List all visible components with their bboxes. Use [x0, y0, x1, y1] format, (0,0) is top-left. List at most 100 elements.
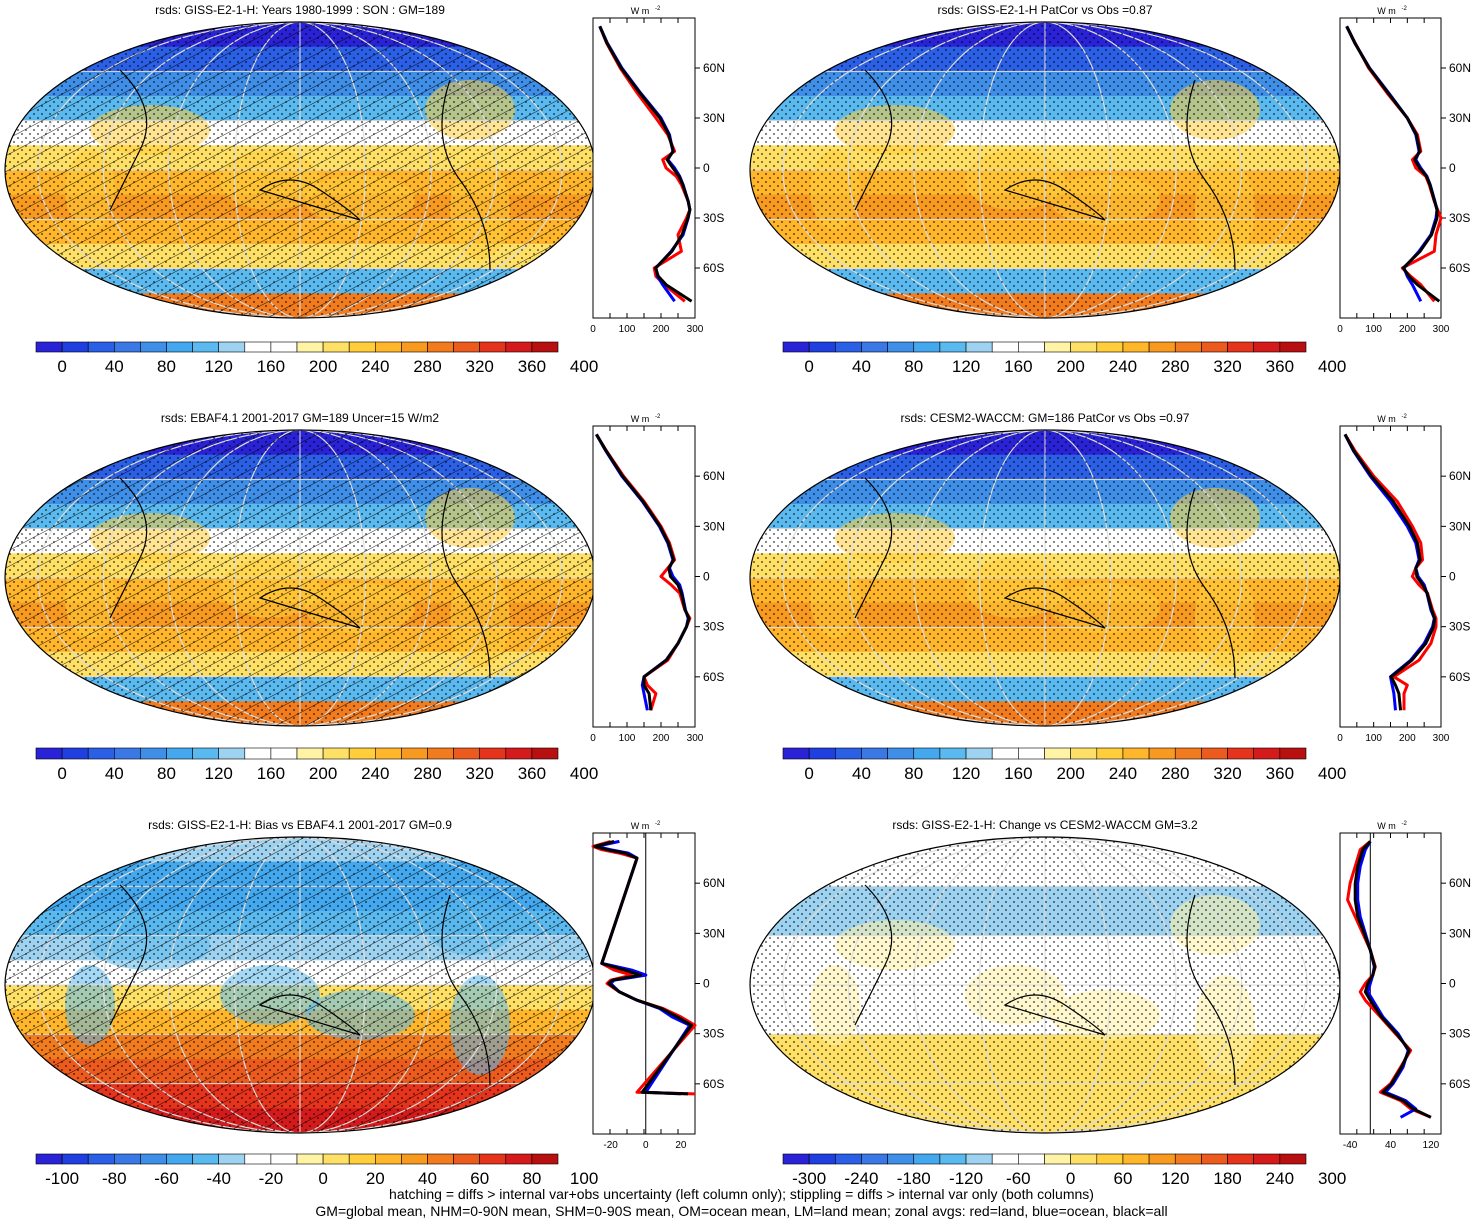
lat-tick-label: 60N	[703, 876, 725, 890]
colorbar-tick-label: 120	[952, 764, 980, 783]
hatching	[5, 837, 595, 1133]
stippling	[750, 837, 1340, 1133]
colorbar-tick-label: 60	[470, 1169, 489, 1188]
map-title: rsds: EBAF4.1 2001-2017 GM=189 Uncer=15 …	[160, 411, 440, 425]
colorbar-swatch	[834, 747, 862, 760]
map-6	[749, 836, 1341, 1134]
colorbar-swatch	[531, 1153, 559, 1165]
colorbar-swatch	[1148, 1153, 1176, 1165]
colorbar-swatch	[1279, 1153, 1307, 1165]
colorbar-swatch	[1174, 341, 1202, 353]
colorbar-swatch	[61, 747, 89, 760]
colorbar-tick-label: -60	[154, 1169, 179, 1188]
colorbar-swatch	[296, 1153, 324, 1165]
colorbar-swatch	[270, 341, 298, 353]
map-3	[4, 429, 596, 727]
colorbar-swatch	[427, 1153, 454, 1165]
colorbar-tick-label: 280	[1161, 764, 1189, 783]
colorbar-swatch	[1096, 341, 1124, 353]
colorbar-swatch	[991, 747, 1019, 760]
colorbar-swatch	[140, 341, 167, 353]
colorbar-swatch	[244, 747, 272, 760]
colorbar-swatch	[87, 747, 115, 760]
colorbar-swatch	[1279, 747, 1307, 760]
colorbar-swatch	[808, 747, 836, 760]
series-land	[1343, 433, 1438, 711]
colorbar-swatch	[114, 1153, 141, 1165]
colorbar-swatch	[166, 341, 193, 353]
colorbar-swatch	[166, 747, 193, 760]
colorbar-6: -300 -240 -180 -120 -60 0 60 120 180 240 300	[782, 1153, 1346, 1188]
colorbar-swatch	[322, 341, 350, 353]
colorbar-swatch	[348, 1153, 376, 1165]
profile-unit-exponent: -2	[1402, 414, 1408, 420]
colorbar-swatch	[270, 747, 298, 760]
coastline	[109, 69, 491, 271]
colorbar-swatch	[35, 747, 63, 760]
profile-unit-label: W m	[631, 821, 650, 831]
stippling	[750, 430, 1340, 726]
colorbar-swatch	[1279, 341, 1307, 353]
lat-tick-label: 60N	[703, 469, 725, 483]
colorbar-swatch	[1201, 747, 1228, 760]
lat-tick-label: 0	[1449, 161, 1456, 175]
colorbar-swatch	[401, 1153, 428, 1165]
colorbar-tick-label: 320	[1213, 764, 1241, 783]
colorbar-swatch	[1148, 341, 1176, 353]
profile-unit-exponent: -2	[655, 414, 661, 420]
x-tick-label: 0	[1337, 733, 1343, 744]
colorbar-tick-label: 120	[205, 357, 233, 376]
x-tick-label: 0	[590, 324, 596, 335]
colorbar-3: 0 40 80 120 160 200 240 280 320 360 400	[35, 747, 598, 783]
x-tick-label: 100	[1365, 733, 1382, 744]
profile-unit-exponent: -2	[655, 821, 661, 827]
colorbar-tick-label: 160	[1004, 764, 1032, 783]
colorbar-tick-label: 40	[105, 357, 124, 376]
footer: hatching = diffs > internal var+obs unce…	[0, 1186, 1483, 1220]
colorbar-swatch	[939, 341, 967, 353]
colorbar-tick-label: 80	[904, 357, 923, 376]
lat-tick-label: 30N	[1449, 111, 1471, 125]
x-tick-label: 300	[1433, 733, 1450, 744]
colorbar-tick-label: 200	[1056, 764, 1084, 783]
profile-unit-label: W m	[1377, 414, 1396, 424]
lat-tick-label: 30S	[1449, 620, 1470, 634]
profile-unit-exponent: -2	[1402, 821, 1408, 827]
colorbar-swatch	[861, 1153, 888, 1165]
colorbar-swatch	[965, 747, 993, 760]
colorbar-tick-label: 0	[804, 764, 813, 783]
profile-unit-label: W m	[1377, 821, 1396, 831]
map-2	[749, 21, 1341, 319]
coastline	[854, 477, 1236, 679]
lat-tick-label: 30N	[703, 926, 725, 940]
colorbar-swatch	[453, 747, 481, 760]
colorbar-tick-label: 360	[1266, 764, 1294, 783]
coastline	[854, 884, 1236, 1086]
x-tick-label: 200	[1399, 324, 1416, 335]
colorbar-swatch	[939, 747, 967, 760]
x-tick-label: 100	[619, 733, 636, 744]
colorbar-swatch	[913, 747, 941, 760]
series-all	[593, 839, 693, 1096]
coastline	[109, 477, 491, 679]
x-tick-label: 0	[643, 1140, 649, 1151]
colorbar-tick-label: 400	[570, 764, 598, 783]
colorbar-tick-label: 20	[366, 1169, 385, 1188]
colorbar-swatch	[861, 747, 888, 760]
colorbar-swatch	[1122, 1153, 1150, 1165]
colorbar-swatch	[348, 747, 376, 760]
colorbar-swatch	[1018, 747, 1045, 760]
colorbar-tick-label: -180	[897, 1169, 931, 1188]
colorbar-tick-label: 120	[205, 764, 233, 783]
colorbar-swatch	[965, 1153, 993, 1165]
colorbar-swatch	[834, 1153, 862, 1165]
colorbar-swatch	[861, 341, 888, 353]
colorbar-tick-label: 320	[466, 764, 494, 783]
colorbar-swatch	[244, 1153, 272, 1165]
colorbar-tick-label: 320	[1213, 357, 1241, 376]
colorbar-swatch	[782, 341, 810, 353]
colorbar-swatch	[1070, 1153, 1098, 1165]
colorbar-5: -100 -80 -60 -40 -20 0 20 40 60 80 100	[35, 1153, 598, 1188]
map-4	[749, 429, 1341, 727]
colorbar-tick-label: 240	[1266, 1169, 1294, 1188]
